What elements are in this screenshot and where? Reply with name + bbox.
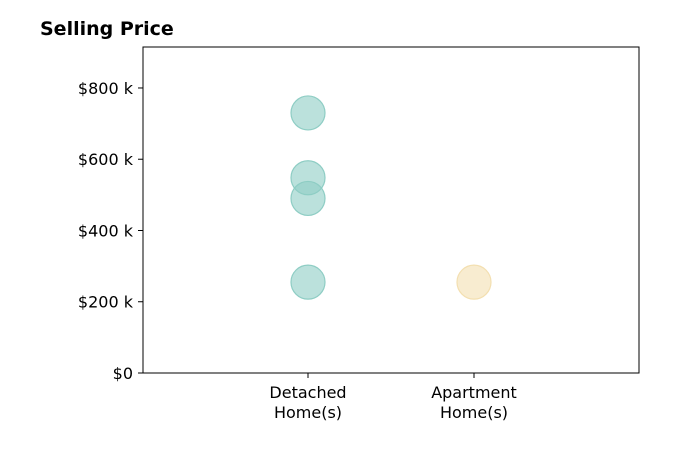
y-tick-label: $200 k [78, 293, 134, 312]
x-tick-label: Home(s) [274, 403, 342, 422]
chart-title: Selling Price [40, 18, 174, 40]
x-tick-label: Detached [269, 383, 346, 402]
data-point [456, 264, 492, 300]
y-tick-label: $800 k [78, 79, 134, 98]
data-point [290, 180, 326, 217]
y-tick-label: $400 k [78, 221, 134, 240]
plot-frame [142, 46, 640, 374]
x-tick-label: Apartment [431, 383, 517, 402]
data-point [290, 95, 326, 131]
plot-area: $0$200 k$400 k$600 k$800 kDetachedHome(s… [78, 46, 640, 422]
x-tick-label: Home(s) [440, 403, 508, 422]
data-point [290, 264, 326, 300]
y-tick-label: $600 k [78, 150, 134, 169]
y-tick-label: $0 [113, 364, 133, 383]
